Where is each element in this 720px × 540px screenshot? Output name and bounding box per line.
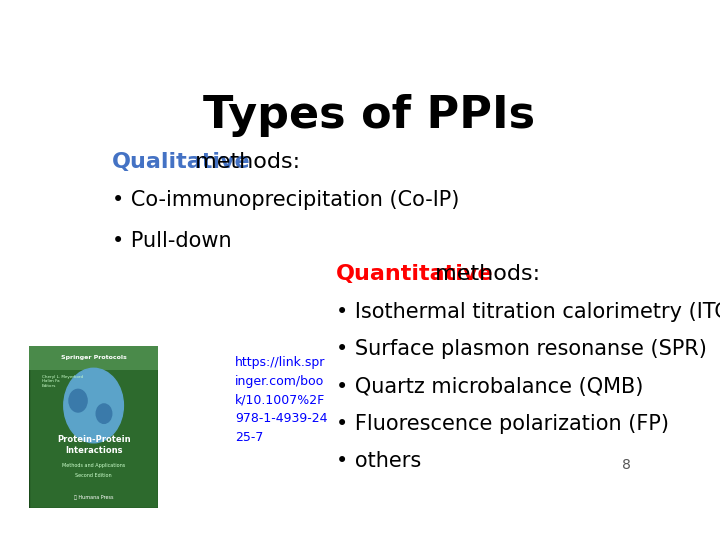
Text: Springer Protocols: Springer Protocols (60, 355, 127, 360)
Text: Methods and Applications: Methods and Applications (62, 463, 125, 468)
Text: Second Edition: Second Edition (76, 472, 112, 478)
Text: • Fluorescence polarization (FP): • Fluorescence polarization (FP) (336, 414, 668, 434)
Text: • Isothermal titration calorimetry (ITC): • Isothermal titration calorimetry (ITC) (336, 302, 720, 322)
Text: • Co-immunoprecipitation (Co-IP): • Co-immunoprecipitation (Co-IP) (112, 190, 459, 210)
Text: 8: 8 (622, 458, 631, 472)
FancyBboxPatch shape (29, 346, 158, 370)
Text: https://link.spr: https://link.spr (235, 356, 325, 369)
Circle shape (69, 389, 87, 412)
FancyBboxPatch shape (29, 346, 158, 508)
Text: Types of PPIs: Types of PPIs (203, 94, 535, 137)
Text: Protein-Protein: Protein-Protein (57, 435, 130, 444)
Text: • Quartz microbalance (QMB): • Quartz microbalance (QMB) (336, 377, 643, 397)
Text: methods:: methods: (428, 265, 540, 285)
Text: inger.com/boo: inger.com/boo (235, 375, 324, 388)
Circle shape (64, 368, 123, 443)
Text: • others: • others (336, 451, 420, 471)
Text: Ⓣ Humana Press: Ⓣ Humana Press (74, 495, 113, 501)
Text: • Pull-down: • Pull-down (112, 231, 232, 251)
Text: Quantitative: Quantitative (336, 265, 493, 285)
Text: • Surface plasmon resonanse (SPR): • Surface plasmon resonanse (SPR) (336, 339, 706, 359)
Text: 25-7: 25-7 (235, 431, 264, 444)
Text: 978-1-4939-24: 978-1-4939-24 (235, 412, 328, 425)
Text: Qualitative: Qualitative (112, 152, 251, 172)
Text: methods:: methods: (188, 152, 300, 172)
Text: k/10.1007%2F: k/10.1007%2F (235, 393, 325, 406)
Circle shape (96, 404, 112, 423)
Text: Interactions: Interactions (65, 447, 122, 455)
Text: Cheryl L. Meyerkord
Halim Fa
Editors: Cheryl L. Meyerkord Halim Fa Editors (42, 375, 83, 388)
